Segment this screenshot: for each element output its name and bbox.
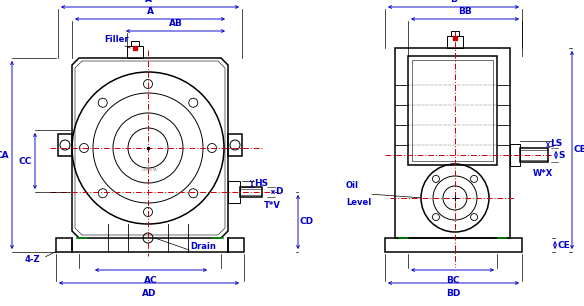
Text: BD: BD — [446, 289, 461, 298]
Text: AD: AD — [142, 289, 157, 298]
Bar — [58, 134, 72, 156]
Bar — [451, 31, 459, 36]
Bar — [385, 238, 522, 252]
Bar — [131, 41, 139, 46]
Bar — [395, 48, 510, 238]
Text: BB: BB — [458, 7, 472, 16]
Text: CA: CA — [0, 151, 9, 159]
Text: A: A — [147, 7, 154, 16]
Text: CC: CC — [19, 156, 32, 166]
Bar — [408, 56, 497, 165]
Bar — [127, 46, 143, 58]
Text: Oil: Oil — [346, 181, 359, 190]
Text: CB: CB — [574, 145, 584, 155]
Text: LS: LS — [550, 139, 562, 148]
Text: W*X: W*X — [533, 169, 553, 177]
Text: B: B — [450, 0, 457, 4]
Bar — [228, 181, 240, 203]
Text: S: S — [558, 151, 565, 159]
Text: BC: BC — [446, 276, 459, 285]
Text: T*V: T*V — [264, 200, 281, 210]
Text: HS: HS — [254, 180, 268, 188]
Bar — [240, 187, 262, 197]
Text: 4-Z: 4-Z — [25, 256, 41, 264]
Text: AC: AC — [144, 276, 158, 285]
Text: D: D — [275, 188, 283, 196]
Text: CHENTA: CHENTA — [142, 168, 158, 172]
Bar — [228, 238, 244, 252]
Text: Level: Level — [346, 198, 371, 207]
Bar — [520, 148, 548, 162]
Bar — [510, 144, 520, 166]
Text: AB: AB — [169, 19, 182, 28]
Text: CD: CD — [300, 218, 314, 226]
Text: Filler: Filler — [104, 35, 128, 44]
Bar — [447, 36, 463, 48]
Text: A': A' — [145, 0, 155, 4]
Bar — [412, 60, 493, 161]
Bar — [228, 134, 242, 156]
Bar — [56, 238, 72, 252]
Text: Drain: Drain — [190, 242, 216, 251]
Text: CE: CE — [557, 241, 570, 249]
